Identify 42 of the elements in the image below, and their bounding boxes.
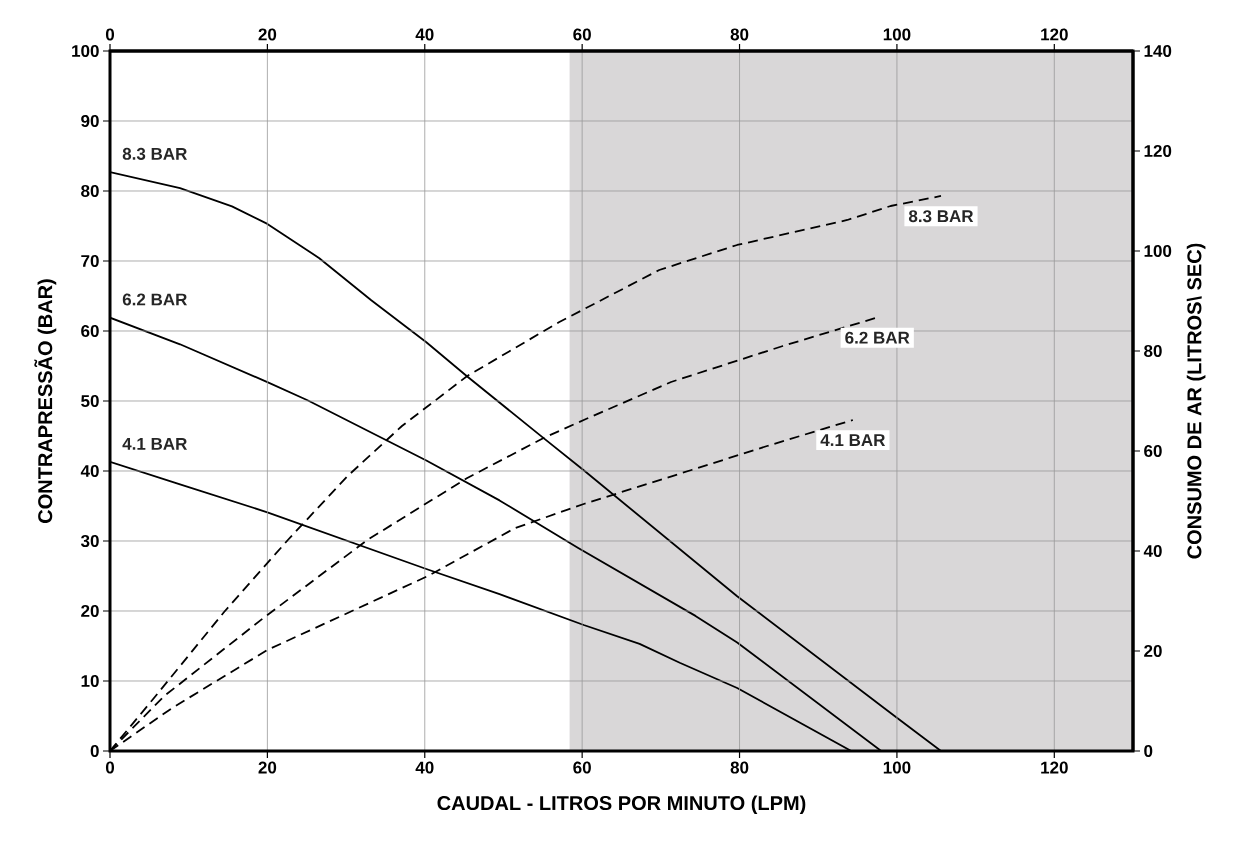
y-tick-label: 60 bbox=[81, 324, 99, 338]
x2-tick-label: 100 bbox=[883, 761, 911, 774]
y-tick-label: 20 bbox=[81, 604, 99, 618]
series-label: 8.3 BAR bbox=[908, 210, 974, 223]
y-tick-label: 40 bbox=[80, 464, 99, 478]
y-axis-title: CONTRAPRESSÃO (BAR) bbox=[34, 279, 57, 523]
y-tick-label: 10 bbox=[81, 674, 99, 688]
x-axis-title: CAUDAL - LITROS POR MINUTO (LPM) bbox=[437, 795, 806, 815]
y2-tick-label: 80 bbox=[1144, 344, 1162, 358]
series-label: 8.3 BAR bbox=[122, 147, 188, 160]
x2-tick-label: 20 bbox=[258, 761, 277, 774]
y-tick-label: 70 bbox=[81, 254, 99, 268]
y-tick-label: 80 bbox=[81, 184, 99, 198]
y2-tick-label: 120 bbox=[1144, 144, 1172, 158]
y-tick-label: 100 bbox=[72, 44, 99, 58]
x-tick-label: 20 bbox=[258, 28, 277, 41]
y-tick-label: 90 bbox=[81, 114, 99, 128]
y2-tick-label: 0 bbox=[1144, 744, 1153, 758]
series-label: 4.1 BAR bbox=[122, 438, 188, 450]
y2-tick-label: 100 bbox=[1144, 244, 1172, 258]
y2-tick-label: 20 bbox=[1144, 644, 1162, 658]
x2-tick-label: 40 bbox=[415, 761, 434, 774]
x-tick-label: 80 bbox=[730, 28, 749, 41]
x-tick-label: 60 bbox=[573, 28, 591, 41]
y2-axis-title: CONSUMO DE AR (LITROS\ SEC) bbox=[1186, 243, 1206, 559]
x2-tick-label: 80 bbox=[730, 761, 749, 774]
y-tick-label: 0 bbox=[90, 744, 99, 758]
x2-tick-label: 0 bbox=[105, 761, 115, 774]
x-tick-label: 120 bbox=[1041, 28, 1068, 41]
series-label: 6.2 BAR bbox=[845, 331, 910, 344]
x2-tick-label: 60 bbox=[573, 761, 591, 774]
y2-tick-label: 40 bbox=[1143, 544, 1162, 558]
x2-tick-label: 120 bbox=[1041, 761, 1068, 774]
y-tick-label: 30 bbox=[80, 534, 99, 548]
series-label: 4.1 BAR bbox=[820, 434, 886, 446]
series-label: 6.2 BAR bbox=[122, 293, 188, 306]
y2-tick-label: 60 bbox=[1144, 444, 1162, 458]
x-tick-label: 100 bbox=[883, 28, 911, 41]
x-tick-label: 40 bbox=[415, 28, 434, 41]
y-tick-label: 50 bbox=[81, 394, 99, 408]
y2-tick-label: 140 bbox=[1144, 44, 1172, 58]
x-tick-label: 0 bbox=[105, 28, 115, 41]
